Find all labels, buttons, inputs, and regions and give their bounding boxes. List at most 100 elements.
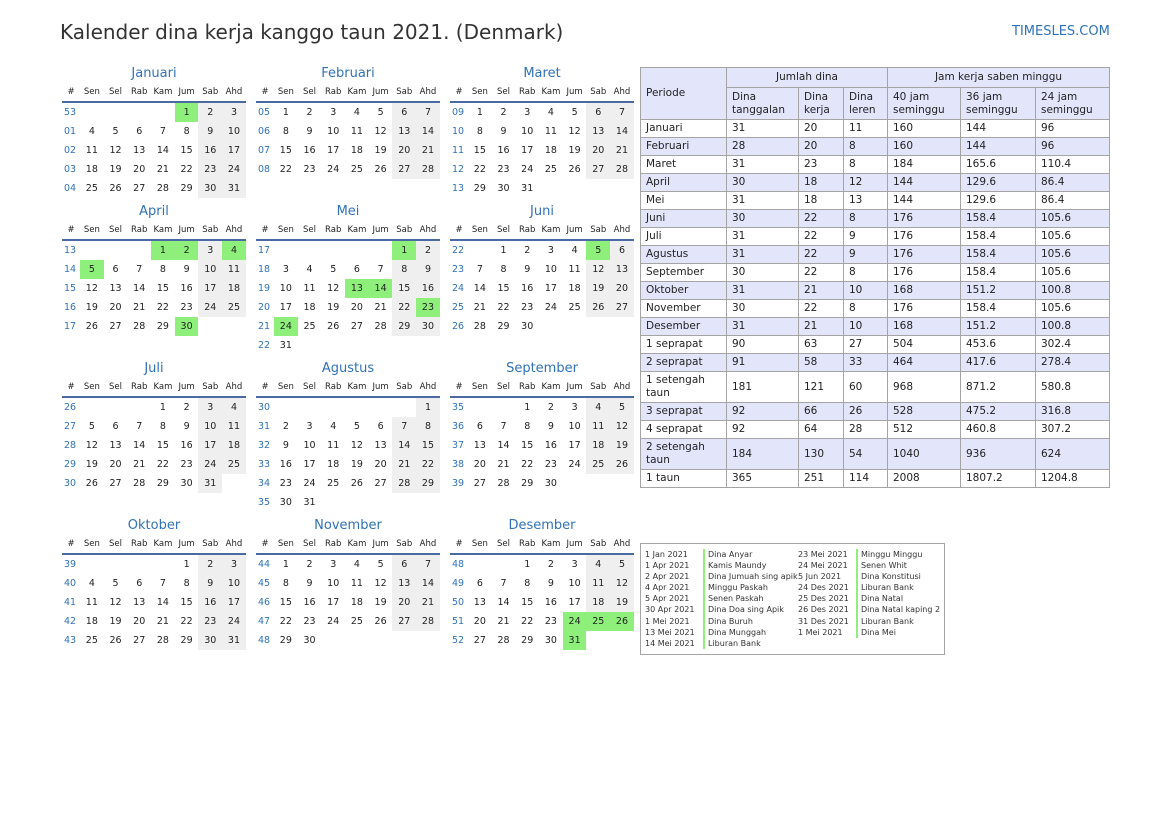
- value-cell: 90: [726, 335, 799, 354]
- day-cell: 27: [392, 612, 417, 631]
- site-link[interactable]: TIMESLES.COM: [1012, 24, 1110, 39]
- day-cell: 27: [350, 321, 363, 332]
- empty-day-cell: [416, 631, 440, 650]
- day-cell: 24: [303, 478, 316, 489]
- weekday-header: Sab: [586, 379, 611, 398]
- value-cell: 22: [798, 299, 844, 318]
- day-cell: 16: [180, 440, 193, 451]
- month-days-grid: # Sen Sel Rab Kam Jum Sab Ahd 35 1 2 3 4 5 36 6 7 8 9 10 11 1…: [450, 379, 634, 493]
- day-cell: 4: [330, 421, 337, 432]
- weekday-header: Jum: [174, 84, 199, 103]
- day-cell: 3: [330, 559, 337, 570]
- value-cell: 30: [726, 209, 799, 228]
- month-november: November # Sen Sel Rab Kam Jum Sab Ahd 44 1 2 3 4 5 6 7 4…: [256, 516, 440, 650]
- day-cell: 4: [306, 264, 313, 275]
- value-cell: 105.6: [1035, 263, 1110, 282]
- day-cell: 27: [473, 635, 486, 646]
- value-cell: 528: [887, 402, 961, 421]
- day-cell: 20: [133, 616, 146, 627]
- weekday-header: Rab: [321, 84, 346, 103]
- week-number: 32: [258, 440, 271, 451]
- weekday-header: Sab: [392, 536, 417, 555]
- value-cell: 475.2: [960, 402, 1036, 421]
- day-cell: 7: [136, 421, 143, 432]
- day-cell: 2: [500, 107, 507, 118]
- day-cell: 25: [85, 183, 98, 194]
- week-number: 39: [64, 559, 77, 570]
- month-februari: Februari # Sen Sel Rab Kam Jum Sab Ahd 05 1 2 3 4 5 6 7 0…: [256, 64, 440, 179]
- empty-day-cell: [563, 317, 587, 336]
- value-cell: 144: [887, 191, 961, 210]
- holiday-name: Minggu Paskah: [703, 582, 768, 594]
- holiday-date: 24 Des 2021: [798, 583, 849, 593]
- period-cell: Februari: [640, 137, 727, 156]
- day-cell: 25: [586, 612, 611, 631]
- weekday-header: Ahd: [222, 222, 246, 241]
- day-cell: 5: [330, 264, 337, 275]
- period-cell: 4 seprapat: [640, 420, 727, 439]
- weekday-header: Kam: [151, 379, 175, 398]
- empty-day-cell: [392, 631, 416, 650]
- empty-day-cell: [345, 631, 369, 650]
- holiday-name: Dina Natal kaping 2: [856, 604, 940, 616]
- week-number: 41: [64, 597, 77, 608]
- value-cell: 184: [726, 438, 799, 470]
- weekday-header: Jum: [368, 536, 393, 555]
- week-number: 12: [452, 164, 465, 175]
- day-cell: 2: [547, 402, 554, 413]
- week-number: 26: [452, 321, 465, 332]
- week-number: 53: [64, 107, 77, 118]
- day-cell: 29: [180, 635, 193, 646]
- week-number: 21: [258, 321, 271, 332]
- day-cell: 18: [85, 616, 98, 627]
- day-cell: 11: [327, 440, 340, 451]
- day-cell: 26: [374, 616, 387, 627]
- day-cell: 30: [198, 179, 223, 198]
- weekday-header: Rab: [127, 536, 152, 555]
- stats-row: 1 seprapat 90 63 27 504 453.6 302.4: [640, 335, 1110, 354]
- day-cell: 18: [350, 145, 363, 156]
- empty-day-cell: [586, 179, 610, 198]
- weekday-header: Sen: [274, 536, 298, 555]
- week-number: 35: [452, 402, 465, 413]
- day-cell: 28: [473, 321, 486, 332]
- day-cell: 9: [198, 122, 223, 141]
- day-cell: 19: [374, 145, 387, 156]
- value-cell: 110.4: [1035, 155, 1110, 174]
- day-cell: 12: [327, 283, 340, 294]
- day-cell: 8: [392, 260, 417, 279]
- value-cell: 20: [798, 119, 844, 138]
- week-number: 18: [258, 264, 271, 275]
- value-cell: 2008: [887, 469, 961, 488]
- col-header-36h: 36 jam seminggu: [960, 87, 1036, 120]
- day-cell: 22: [156, 302, 169, 313]
- empty-day-cell: [345, 241, 369, 260]
- day-cell: 9: [500, 126, 507, 137]
- holiday-name: Dina Anyar: [703, 549, 752, 561]
- holiday-name: Minggu Minggu: [856, 549, 922, 561]
- day-cell: 1: [174, 103, 199, 122]
- day-cell: 9: [183, 264, 190, 275]
- value-cell: 27: [843, 335, 888, 354]
- day-cell: 10: [544, 264, 557, 275]
- day-cell: 19: [327, 302, 340, 313]
- weekday-header: Ahd: [416, 84, 440, 103]
- day-cell: 1: [524, 559, 531, 570]
- week-number: 45: [258, 578, 271, 589]
- weekday-header: Sen: [80, 84, 104, 103]
- day-cell: 18: [544, 145, 557, 156]
- day-cell: 23: [497, 164, 510, 175]
- weekday-header: Sab: [586, 84, 611, 103]
- day-cell: 22: [521, 616, 534, 627]
- day-cell: 28: [156, 183, 169, 194]
- month-name: Maret: [523, 66, 561, 81]
- value-cell: 160: [887, 119, 961, 138]
- weekday-header: Rab: [321, 379, 346, 398]
- day-cell: 20: [374, 459, 387, 470]
- day-cell: 12: [610, 417, 634, 436]
- empty-day-cell: [104, 241, 128, 260]
- day-cell: 8: [416, 417, 440, 436]
- day-cell: 10: [303, 440, 316, 451]
- day-cell: 2: [282, 421, 289, 432]
- value-cell: 176: [887, 209, 961, 228]
